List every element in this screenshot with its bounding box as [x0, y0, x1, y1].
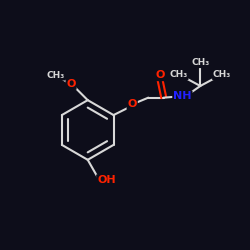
Text: CH₃: CH₃ [170, 70, 188, 79]
Text: CH₃: CH₃ [46, 71, 64, 80]
Text: CH₃: CH₃ [213, 70, 231, 79]
Text: O: O [128, 99, 137, 109]
Text: NH: NH [173, 92, 192, 102]
Text: OH: OH [97, 175, 116, 185]
Text: CH₃: CH₃ [191, 58, 210, 67]
Text: O: O [155, 70, 165, 80]
Text: O: O [66, 79, 76, 89]
